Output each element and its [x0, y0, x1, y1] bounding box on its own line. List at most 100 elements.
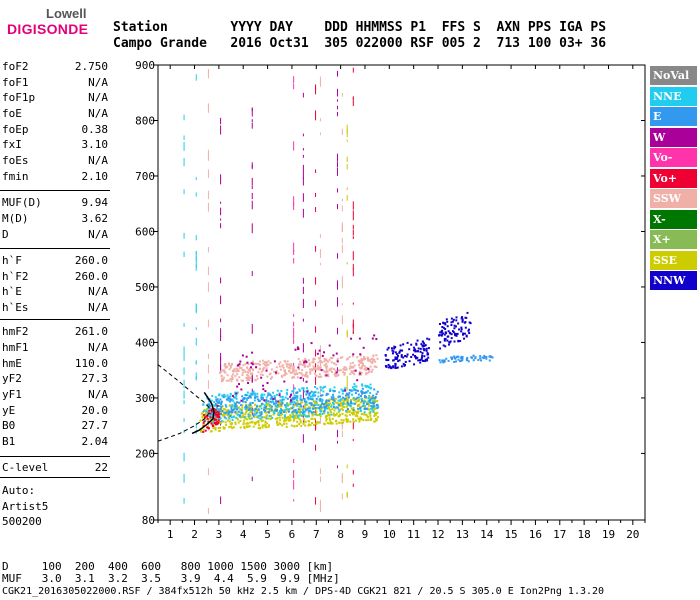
scatter-point: [224, 363, 227, 366]
scatter-point: [237, 410, 240, 413]
scatter-point: [362, 402, 365, 405]
noise-streak: [183, 418, 185, 422]
scatter-point: [250, 366, 253, 369]
scatter-point: [219, 410, 222, 413]
scatter-point: [392, 359, 395, 362]
scatter-point: [352, 370, 355, 373]
scatter-point: [331, 399, 334, 402]
scatter-point: [241, 354, 244, 357]
scatter-point: [283, 418, 286, 421]
scatter-point: [203, 410, 206, 413]
scatter-point: [235, 370, 238, 373]
scatter-point: [425, 358, 428, 361]
scatter-point: [228, 409, 231, 412]
scatter-point: [250, 362, 253, 365]
scatter-point: [311, 395, 314, 398]
scatter-point: [216, 413, 219, 416]
scatter-point: [210, 430, 213, 433]
scatter-point: [291, 371, 294, 374]
scatter-point: [237, 369, 240, 372]
scatter-point: [325, 362, 328, 365]
noise-streak: [293, 249, 295, 255]
scatter-point: [284, 360, 287, 363]
scatter-point: [371, 360, 374, 363]
scatter-point: [307, 407, 310, 410]
scatter-point: [366, 416, 369, 419]
scatter-point: [228, 417, 231, 420]
scatter-point: [273, 360, 276, 363]
param-row: fxI 3.10: [2, 138, 108, 152]
scatter-point: [274, 407, 277, 410]
scatter-point: [376, 390, 379, 393]
noise-streak: [319, 361, 321, 368]
scatter-point: [315, 411, 318, 414]
scatter-point: [296, 396, 299, 399]
scatter-point: [300, 376, 303, 379]
scatter-point: [349, 400, 352, 403]
file-info-line: CGK21_2016305022000.RSF / 384fx512h 50 k…: [2, 586, 605, 597]
param-key: yE: [2, 404, 16, 417]
scatter-point: [354, 398, 357, 401]
dashed-curve: [157, 409, 212, 442]
noise-streak: [251, 119, 253, 123]
scatter-point: [395, 366, 398, 369]
scatter-point: [290, 363, 293, 366]
scatter-point: [363, 413, 366, 416]
noise-streak: [352, 420, 354, 430]
scatter-point: [318, 349, 321, 352]
scatter-point: [321, 368, 324, 371]
scatter-point: [333, 399, 336, 402]
scatter-point: [241, 371, 244, 374]
scatter-point: [370, 405, 373, 408]
scatter-point: [290, 398, 293, 401]
scatter-point: [241, 395, 244, 398]
noise-streak: [220, 117, 222, 125]
scatter-point: [386, 348, 389, 351]
scatter-point: [444, 328, 447, 331]
scatter-point: [331, 389, 334, 392]
scatter-point: [263, 406, 266, 409]
scatter-point: [263, 404, 266, 407]
scatter-point: [215, 408, 218, 411]
x-tick-label: 16: [529, 528, 542, 541]
scatter-point: [352, 402, 355, 405]
scatter-point: [373, 334, 376, 337]
scatter-point: [419, 347, 422, 350]
scatter-point: [377, 416, 380, 419]
scatter-point: [231, 370, 234, 373]
scatter-point: [365, 407, 368, 410]
scatter-point: [255, 405, 258, 408]
scatter-point: [316, 402, 319, 405]
param-key: foE: [2, 107, 22, 120]
scatter-point: [445, 332, 448, 335]
scatter-point: [308, 362, 311, 365]
scatter-point: [392, 366, 395, 369]
scatter-point: [471, 356, 474, 359]
scatter-point: [310, 398, 313, 401]
scatter-point: [455, 325, 458, 328]
scatter-point: [474, 356, 477, 359]
scatter-point: [304, 365, 307, 368]
scatter-point: [278, 410, 281, 413]
scatter-point: [320, 361, 323, 364]
scatter-point: [280, 405, 283, 408]
scatter-point: [369, 365, 372, 368]
scatter-point: [303, 410, 306, 413]
scatter-point: [423, 349, 426, 352]
auto-label: Auto:: [2, 484, 36, 497]
scatter-point: [348, 367, 351, 370]
scatter-point: [323, 412, 326, 415]
scatter-point: [302, 387, 305, 390]
scatter-point: [248, 369, 251, 372]
scatter-point: [262, 388, 265, 391]
scatter-point: [214, 417, 217, 420]
param-value: 3.62: [81, 212, 109, 225]
scatter-point: [472, 354, 475, 357]
scatter-point: [330, 367, 333, 370]
scatter-point: [350, 365, 353, 368]
scatter-point: [307, 424, 310, 427]
scatter-point: [257, 363, 260, 366]
scatter-point: [273, 395, 276, 398]
scatter-point: [235, 378, 238, 381]
scatter-point: [369, 383, 372, 386]
